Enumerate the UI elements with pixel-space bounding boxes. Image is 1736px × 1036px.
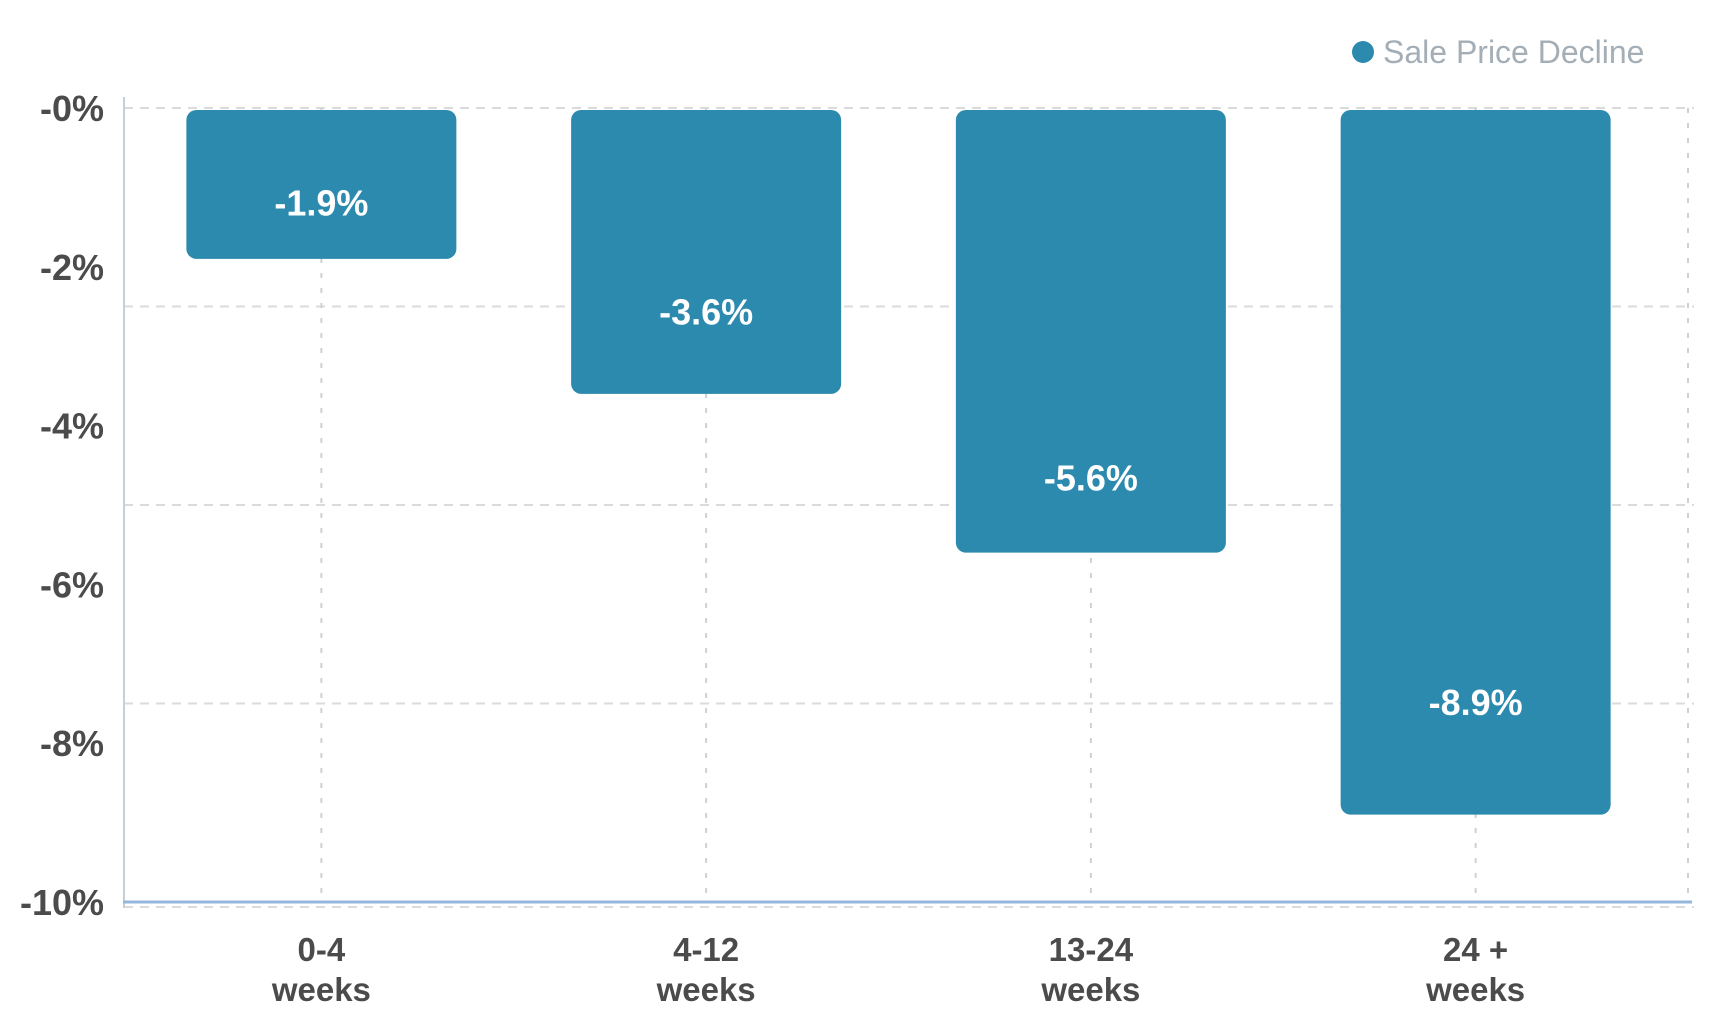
bar-value-label: -5.6% (1044, 457, 1138, 498)
legend-marker-icon (1352, 41, 1374, 63)
legend-item-sale-price-decline[interactable]: Sale Price Decline (1352, 30, 1644, 74)
x-category-label-4-12-weeks: weeks (656, 971, 756, 1008)
y-tick-label: -8% (40, 723, 104, 764)
bar-24-weeks[interactable] (1340, 110, 1611, 815)
legend-label: Sale Price Decline (1383, 33, 1645, 70)
x-category-label-24-weeks: 24 + (1443, 931, 1508, 968)
y-tick-label: -10% (20, 882, 104, 923)
x-category-label-13-24-weeks: weeks (1040, 971, 1140, 1008)
bar-value-label: -1.9% (274, 182, 368, 223)
bar-13-24-weeks[interactable] (955, 110, 1226, 553)
bar-0-4-weeks[interactable] (186, 110, 457, 259)
x-category-label-13-24-weeks: 13-24 (1049, 931, 1134, 968)
x-category-label-24-weeks: weeks (1425, 971, 1525, 1008)
y-tick-label: -6% (40, 564, 104, 605)
x-category-label-0-4-weeks: 0-4 (298, 931, 346, 968)
bar-4-12-weeks[interactable] (571, 110, 842, 394)
bar-value-label: -8.9% (1429, 682, 1523, 723)
y-tick-label: -2% (40, 247, 104, 288)
y-tick-label: -4% (40, 406, 104, 447)
x-category-label-4-12-weeks: 4-12 (673, 931, 739, 968)
bar-value-label: -3.6% (659, 292, 753, 333)
y-tick-label: -0% (40, 88, 104, 129)
x-category-label-0-4-weeks: weeks (271, 971, 371, 1008)
